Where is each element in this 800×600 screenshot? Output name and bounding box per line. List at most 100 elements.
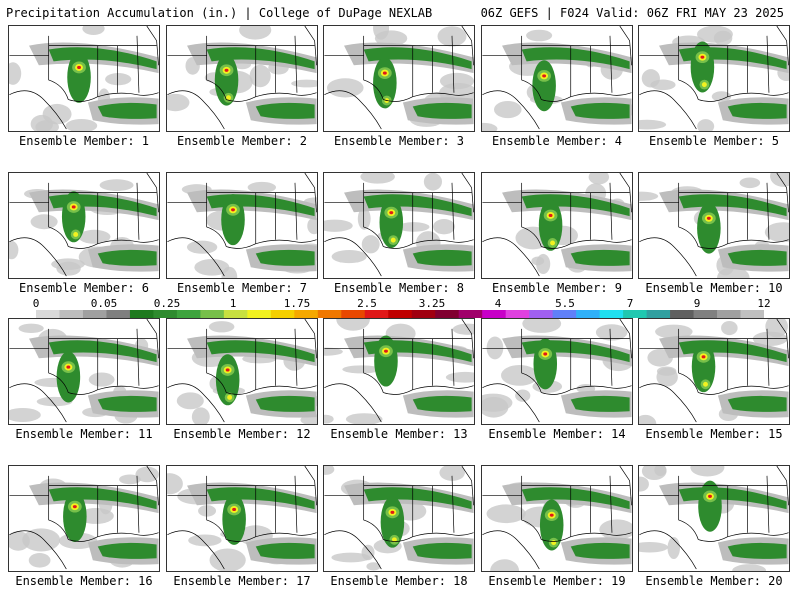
ensemble-member-caption: Ensemble Member: 12	[173, 427, 311, 441]
precip-map	[324, 466, 474, 571]
ensemble-member-caption: Ensemble Member: 10	[645, 281, 783, 295]
ensemble-member-caption: Ensemble Member: 11	[15, 427, 153, 441]
precip-map	[324, 26, 474, 130]
colorbar-segment	[364, 310, 389, 318]
colorbar-segment	[458, 310, 483, 318]
ensemble-member-map	[166, 465, 318, 572]
colorbar-segment	[411, 310, 436, 318]
colorbar-segment	[552, 310, 577, 318]
ensemble-member-caption: Ensemble Member: 17	[173, 574, 311, 588]
precip-map	[9, 26, 159, 131]
precip-map	[9, 173, 159, 277]
precip-map	[167, 319, 317, 424]
precip-map	[324, 173, 474, 277]
ensemble-member-map	[8, 172, 160, 279]
colorbar-tick-label: 5.5	[555, 297, 575, 310]
ensemble-member-map	[638, 25, 790, 132]
ensemble-member-map	[638, 318, 790, 425]
ensemble-member-caption: Ensemble Member: 7	[176, 281, 308, 295]
precip-map	[167, 173, 317, 278]
ensemble-member-caption: Ensemble Member: 9	[491, 281, 623, 295]
colorbar-segment	[247, 310, 272, 318]
precip-map	[639, 173, 789, 278]
colorbar-segment	[176, 310, 201, 318]
ensemble-member-caption: Ensemble Member: 16	[15, 574, 153, 588]
colorbar-segment	[200, 310, 225, 318]
colorbar-segment	[740, 310, 764, 318]
colorbar-segment	[623, 310, 648, 318]
colorbar-tick-label: 2.5	[357, 297, 377, 310]
colorbar-segment	[670, 310, 695, 318]
precip-map	[9, 319, 159, 424]
colorbar-tick-label: 4	[494, 297, 502, 310]
precip-map	[639, 466, 789, 571]
colorbar-tick-label: 0.25	[153, 297, 181, 310]
precip-map	[482, 173, 632, 277]
colorbar-segment	[341, 310, 366, 318]
precip-map	[482, 26, 632, 131]
precip-map	[9, 466, 159, 570]
ensemble-member-map	[166, 172, 318, 279]
ensemble-member-caption: Ensemble Member: 20	[645, 574, 783, 588]
ensemble-member-map	[481, 25, 633, 132]
ensemble-member-map	[166, 25, 318, 132]
ensemble-member-map	[481, 172, 633, 279]
colorbar-tick-label: 0.05	[90, 297, 118, 310]
colorbar-segment	[153, 310, 178, 318]
ensemble-member-map	[323, 465, 475, 572]
ensemble-member-caption: Ensemble Member: 6	[18, 281, 150, 295]
colorbar-segment	[576, 310, 601, 318]
colorbar-segment	[482, 310, 507, 318]
precip-map	[482, 466, 632, 571]
colorbar-segment	[270, 310, 295, 318]
colorbar-segment	[59, 310, 84, 318]
colorbar-tick-label: 3.25	[418, 297, 446, 310]
colorbar-segment	[317, 310, 342, 318]
colorbar-segment	[435, 310, 460, 318]
ensemble-member-map	[166, 318, 318, 425]
ensemble-member-map	[8, 25, 160, 132]
colorbar-segment	[36, 310, 60, 318]
ensemble-member-map	[638, 172, 790, 279]
colorbar-tick-label: 1	[229, 297, 237, 310]
colorbar-tick-label: 1.75	[283, 297, 311, 310]
colorbar-segment	[223, 310, 248, 318]
ensemble-member-caption: Ensemble Member: 4	[491, 134, 623, 148]
colorbar-segment	[505, 310, 530, 318]
colorbar-segment	[646, 310, 671, 318]
colorbar-segment	[294, 310, 319, 318]
colorbar-segment	[106, 310, 131, 318]
ensemble-member-map	[8, 318, 160, 425]
ensemble-member-map	[8, 465, 160, 572]
precip-map	[167, 26, 317, 130]
precip-colorbar	[36, 310, 764, 318]
ensemble-member-caption: Ensemble Member: 19	[488, 574, 626, 588]
precip-map	[639, 26, 789, 131]
colorbar-segment	[129, 310, 154, 318]
ensemble-member-map	[481, 318, 633, 425]
ensemble-member-map	[481, 465, 633, 572]
precip-map	[639, 319, 789, 424]
colorbar-segment	[693, 310, 718, 318]
precip-map	[482, 319, 632, 423]
colorbar-segment	[388, 310, 413, 318]
colorbar-segment	[529, 310, 554, 318]
colorbar-tick-label: 12	[757, 297, 771, 310]
model-run-info: 06Z GEFS | F024 Valid: 06Z FRI MAY 23 20…	[480, 6, 784, 20]
ensemble-member-caption: Ensemble Member: 15	[645, 427, 783, 441]
ensemble-member-map	[323, 25, 475, 132]
ensemble-member-caption: Ensemble Member: 18	[330, 574, 468, 588]
precip-map	[167, 466, 317, 571]
colorbar-tick-label: 9	[693, 297, 701, 310]
ensemble-member-map	[323, 172, 475, 279]
colorbar-segment	[717, 310, 742, 318]
ensemble-member-caption: Ensemble Member: 8	[333, 281, 465, 295]
ensemble-member-map	[638, 465, 790, 572]
ensemble-member-caption: Ensemble Member: 5	[648, 134, 780, 148]
colorbar-tick-label: 0	[32, 297, 40, 310]
map-title: Precipitation Accumulation (in.) | Colle…	[6, 6, 433, 20]
ensemble-member-caption: Ensemble Member: 13	[330, 427, 468, 441]
colorbar-segment	[599, 310, 624, 318]
ensemble-member-caption: Ensemble Member: 3	[333, 134, 465, 148]
ensemble-member-caption: Ensemble Member: 14	[488, 427, 626, 441]
